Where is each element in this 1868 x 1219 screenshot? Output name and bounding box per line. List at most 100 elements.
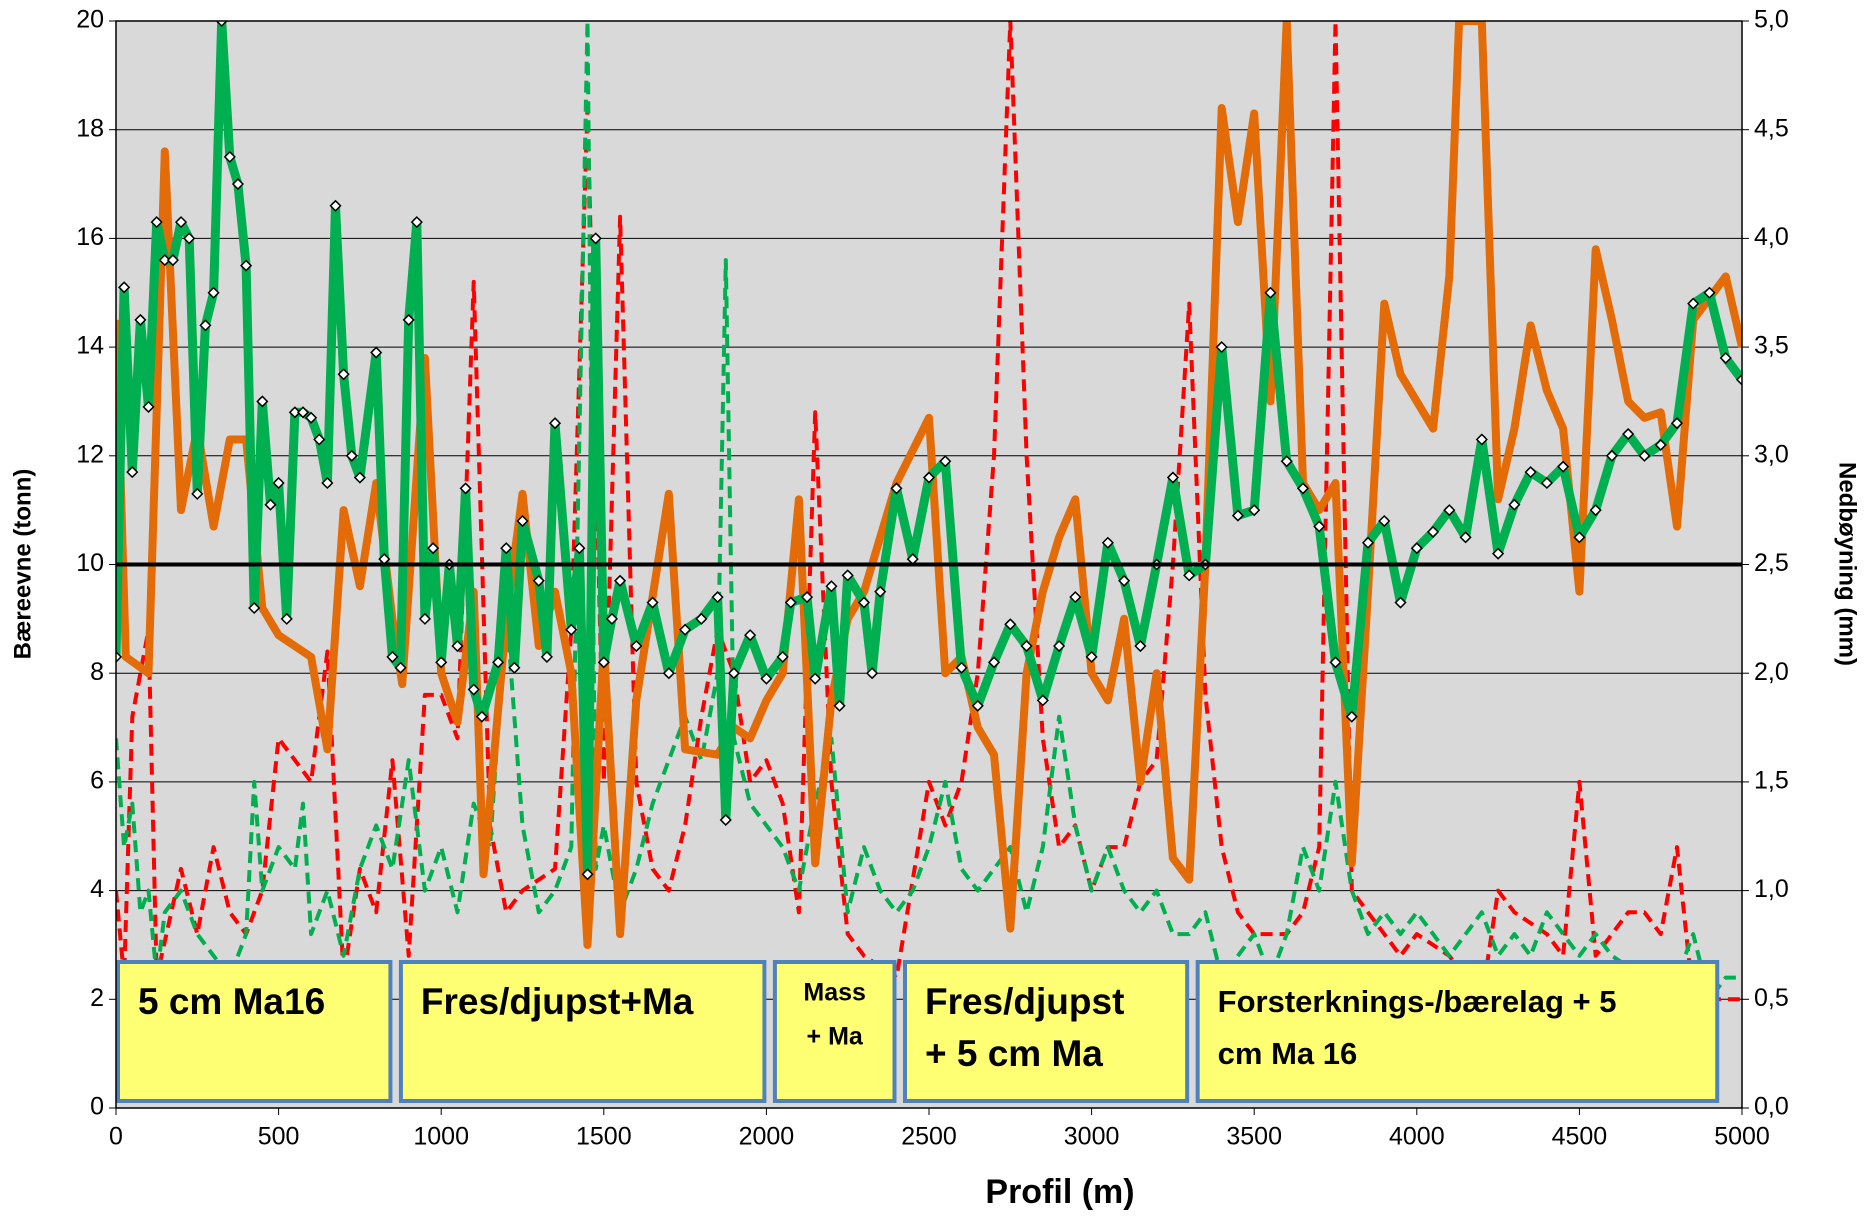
marker <box>874 585 887 598</box>
marker <box>508 661 521 674</box>
y-axis-title: Bæreevne (tonn) <box>9 469 36 660</box>
y2-tick-label: 5,0 <box>1754 6 1789 34</box>
marker <box>418 612 432 625</box>
y2-tick-label: 0,0 <box>1754 1093 1789 1121</box>
marker <box>1654 438 1667 451</box>
marker <box>1280 455 1293 468</box>
marker <box>1492 547 1505 560</box>
marker <box>866 667 879 680</box>
marker <box>532 574 545 587</box>
marker <box>1296 482 1310 495</box>
y2-tick-label: 3,5 <box>1754 332 1789 360</box>
marker <box>679 623 692 636</box>
marker <box>1410 542 1423 555</box>
section-label: cm Ma 16 <box>1218 1036 1358 1071</box>
marker <box>427 542 440 555</box>
marker <box>467 683 480 696</box>
marker <box>1134 639 1147 653</box>
marker <box>1004 618 1017 631</box>
marker <box>800 591 814 604</box>
marker <box>613 574 627 587</box>
y2-tick-label: 2,0 <box>1754 658 1789 686</box>
marker <box>475 710 488 723</box>
marker <box>1069 591 1082 604</box>
marker <box>744 629 757 642</box>
marker <box>565 623 578 636</box>
line <box>116 21 1742 879</box>
marker <box>174 216 188 229</box>
x-tick-label: 500 <box>258 1123 300 1151</box>
marker <box>207 286 220 299</box>
marker <box>1215 341 1228 354</box>
x-tick-label: 3500 <box>1226 1123 1282 1151</box>
marker <box>329 199 342 212</box>
section-box <box>398 960 767 1103</box>
marker <box>1020 639 1033 653</box>
marker <box>402 313 415 326</box>
marker <box>313 433 326 446</box>
marker <box>118 281 131 294</box>
marker <box>605 612 618 625</box>
section-label: + Ma <box>807 1023 864 1051</box>
marker <box>955 661 968 674</box>
marker <box>727 667 740 680</box>
marker <box>150 216 163 229</box>
plot-area <box>116 21 1742 1002</box>
marker <box>1378 514 1391 528</box>
marker <box>987 656 1001 669</box>
marker <box>231 177 245 191</box>
marker <box>223 150 236 163</box>
marker <box>394 661 407 674</box>
marker <box>1053 639 1066 653</box>
marker <box>548 417 562 430</box>
marker <box>272 476 285 490</box>
y2-tick-label: 4,5 <box>1754 114 1789 142</box>
marker <box>719 813 732 827</box>
y-tick-label: 4 <box>90 875 104 903</box>
marker <box>1557 460 1570 473</box>
marker <box>1361 536 1375 549</box>
marker <box>760 672 773 685</box>
section-box <box>1195 960 1720 1103</box>
marker <box>646 596 659 609</box>
marker <box>370 346 383 359</box>
section-box <box>772 960 897 1103</box>
marker <box>386 650 399 663</box>
marker <box>1426 525 1440 538</box>
section-label: 5 cm Ma16 <box>138 981 325 1022</box>
section-box <box>116 960 393 1103</box>
y-tick-label: 10 <box>76 549 104 577</box>
marker <box>1703 286 1716 299</box>
marker <box>1166 471 1179 484</box>
marker <box>1687 297 1700 310</box>
marker <box>662 667 675 680</box>
marker <box>1345 710 1358 723</box>
section-label: + 5 cm Ma <box>925 1033 1103 1074</box>
marker <box>1101 536 1114 549</box>
marker <box>158 254 171 267</box>
marker <box>1573 531 1586 544</box>
x-tick-label: 0 <box>109 1123 123 1151</box>
marker <box>695 612 708 625</box>
marker <box>857 596 871 609</box>
marker <box>280 612 293 625</box>
y2-tick-label: 2,5 <box>1754 549 1789 577</box>
marker <box>922 471 936 484</box>
y-tick-label: 12 <box>76 440 104 468</box>
marker <box>833 699 846 712</box>
y2-tick-label: 0,5 <box>1754 984 1789 1012</box>
marker <box>134 313 147 326</box>
x-tick-label: 4000 <box>1389 1123 1445 1151</box>
marker <box>1719 351 1732 365</box>
marker <box>410 216 423 229</box>
x-tick-label: 2500 <box>901 1123 957 1151</box>
marker <box>215 21 228 28</box>
marker <box>116 650 123 663</box>
marker <box>1622 427 1635 441</box>
y2-tick-label: 1,5 <box>1754 767 1789 795</box>
marker <box>1459 531 1472 544</box>
marker <box>191 487 204 500</box>
marker <box>1231 509 1245 522</box>
marker <box>337 368 350 381</box>
